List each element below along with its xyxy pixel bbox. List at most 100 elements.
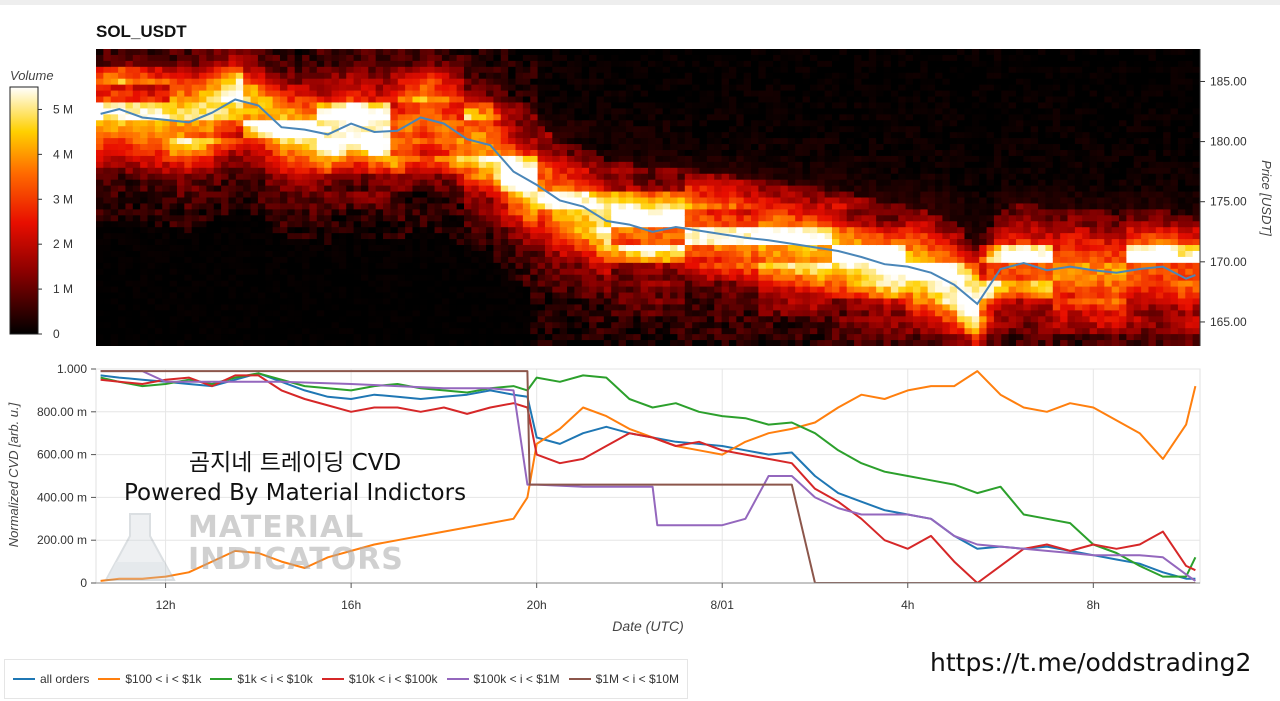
heatmap-cell: [441, 322, 450, 329]
heatmap-cell: [751, 114, 759, 121]
heatmap-cell: [147, 221, 156, 228]
heatmap-cell: [478, 256, 487, 264]
heatmap-cell: [162, 191, 171, 199]
heatmap-cell: [567, 120, 575, 127]
heatmap-cell: [787, 173, 796, 181]
heatmap-cell: [257, 132, 266, 139]
heatmap-cell: [567, 60, 575, 68]
heatmap-cell: [441, 221, 450, 228]
heatmap-cell: [265, 227, 274, 234]
heatmap-cell: [213, 233, 222, 240]
heatmap-cell: [522, 49, 531, 56]
heatmap-cell: [714, 60, 723, 68]
heatmap-cell: [199, 120, 207, 127]
heatmap-cell: [736, 49, 745, 56]
heatmap-cell: [552, 197, 561, 205]
heatmap-cell: [397, 72, 406, 80]
heatmap-cell: [773, 298, 782, 306]
heatmap-cell: [655, 340, 664, 346]
heatmap-cell: [530, 322, 539, 329]
heatmap-cell: [559, 126, 568, 133]
heatmap-cell: [162, 316, 171, 323]
heatmap-cell: [684, 138, 693, 145]
heatmap-cell: [648, 328, 656, 335]
heatmap-cell: [383, 340, 391, 346]
heatmap-cell: [110, 173, 119, 181]
heatmap-cell: [544, 316, 553, 323]
heatmap-cell: [206, 304, 215, 311]
heatmap-cell: [589, 60, 598, 68]
heatmap-cell: [228, 280, 237, 288]
heatmap-cell: [294, 185, 303, 193]
heatmap-cell: [787, 132, 796, 139]
heatmap-cell: [670, 126, 679, 133]
heatmap-cell: [648, 191, 656, 199]
heatmap-cell: [199, 49, 207, 56]
heatmap-cell: [537, 256, 546, 264]
heatmap-cell: [294, 322, 303, 329]
heatmap-cell: [176, 203, 185, 210]
heatmap-cell: [324, 102, 333, 109]
heatmap-cell: [287, 138, 296, 145]
heatmap-cell: [419, 310, 428, 317]
heatmap-cell: [773, 90, 782, 98]
heatmap-cell: [272, 203, 281, 210]
heatmap-cell: [449, 328, 458, 335]
heatmap-cell: [817, 197, 826, 205]
heatmap-cell: [316, 72, 325, 80]
heatmap-cell: [154, 155, 163, 163]
heatmap-cell: [434, 262, 443, 270]
heatmap-cell: [493, 54, 502, 62]
heatmap-cell: [817, 90, 826, 98]
heatmap-cell: [684, 268, 693, 276]
heatmap-cell: [670, 60, 679, 68]
heatmap-cell: [132, 310, 141, 317]
heatmap-cell: [449, 203, 458, 210]
heatmap-cell: [375, 161, 384, 169]
heatmap-cell: [169, 60, 178, 68]
heatmap-cell: [544, 132, 553, 139]
heatmap-cell: [699, 316, 708, 323]
heatmap-cell: [397, 84, 406, 92]
heatmap-cell: [537, 49, 546, 56]
heatmap-cell: [567, 144, 575, 151]
heatmap-cell: [633, 310, 642, 317]
heatmap-cell: [736, 78, 745, 86]
heatmap-cell: [353, 310, 362, 317]
heatmap-cell: [368, 54, 377, 62]
heatmap-cell: [456, 227, 465, 234]
heatmap-cell: [809, 84, 818, 92]
heatmap-cell: [96, 144, 104, 151]
heatmap-cell: [338, 304, 347, 311]
heatmap-cell: [486, 274, 495, 282]
heatmap-cell: [206, 54, 215, 62]
colorbar-tick-label: 1 M: [53, 282, 73, 296]
heatmap-cell: [140, 274, 149, 282]
heatmap-cell: [493, 280, 502, 288]
heatmap-cell: [795, 340, 804, 346]
heatmap-cell: [228, 286, 237, 294]
heatmap-cell: [294, 96, 303, 104]
heatmap-cell: [648, 60, 656, 68]
heatmap-cell: [530, 233, 539, 240]
heatmap-cell: [294, 102, 303, 109]
heatmap-cell: [530, 280, 539, 288]
heatmap-cell: [199, 340, 207, 346]
heatmap-cell: [625, 298, 634, 306]
heatmap-cell: [751, 78, 759, 86]
heatmap-cell: [125, 138, 134, 145]
heatmap-cell: [618, 54, 627, 62]
heatmap-cell: [213, 203, 222, 210]
heatmap-cell: [118, 72, 127, 80]
heatmap-cell: [633, 108, 642, 115]
heatmap-cell: [213, 227, 222, 234]
heatmap-cell: [132, 286, 141, 294]
heatmap-cell: [405, 274, 414, 282]
heatmap-cell: [302, 215, 311, 222]
heatmap-cell: [338, 155, 347, 163]
heatmap-cell: [706, 78, 715, 86]
heatmap-cell: [522, 54, 531, 62]
heatmap-cell: [280, 114, 288, 121]
heatmap-cell: [773, 114, 782, 121]
heatmap-cell: [581, 280, 590, 288]
